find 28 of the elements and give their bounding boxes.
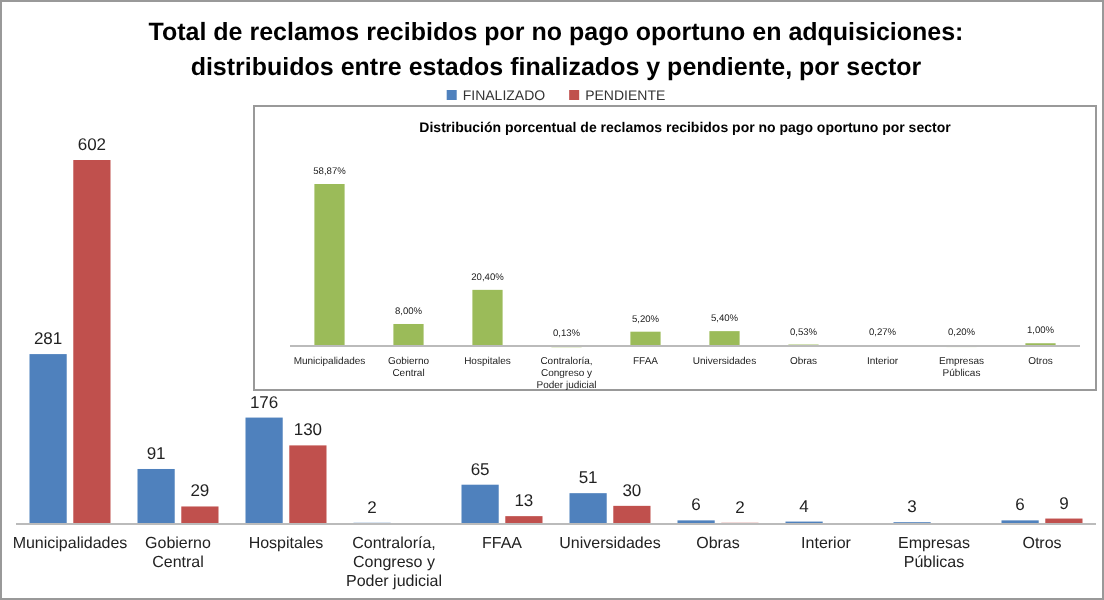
x-tick-label: Interior bbox=[801, 534, 852, 552]
x-tick-label: Empresas Públicas bbox=[897, 534, 971, 572]
data-label: 281 bbox=[33, 328, 63, 349]
data-label: 6 bbox=[691, 494, 702, 515]
data-label: 6 bbox=[1015, 494, 1026, 515]
x-tick-label: Universidades bbox=[559, 534, 661, 552]
data-label: 30 bbox=[622, 479, 642, 500]
x-tick-label: Municipalidades bbox=[12, 534, 128, 552]
data-label: 65 bbox=[470, 458, 491, 479]
data-label: 51 bbox=[578, 467, 599, 488]
data-label: 91 bbox=[146, 442, 167, 463]
data-label: 3 bbox=[907, 496, 918, 517]
data-label: 2 bbox=[367, 496, 378, 517]
data-label: 2 bbox=[735, 496, 746, 517]
data-label: 13 bbox=[514, 490, 534, 511]
data-label: 9 bbox=[1059, 492, 1070, 513]
chart-title: Total de reclamos recibidos por no pago oportuno en adquisiciones: distribuidos entre estados finalizados y pendiente, por sector bbox=[148, 18, 964, 81]
x-tick-label: Otros bbox=[1022, 534, 1062, 552]
data-label: 130 bbox=[293, 419, 323, 440]
data-label: 29 bbox=[190, 480, 210, 501]
x-tick-label: Obras bbox=[696, 534, 740, 552]
x-tick-label: Gobierno Central bbox=[145, 534, 212, 572]
x-tick-label: FFAA bbox=[481, 534, 524, 552]
data-label: 176 bbox=[249, 391, 279, 412]
data-label: 602 bbox=[77, 134, 107, 154]
x-tick-label: Hospitales bbox=[248, 534, 324, 552]
x-tick-label: Contraloría, Congreso y Poder judicial bbox=[345, 534, 443, 591]
data-label: 4 bbox=[799, 495, 810, 516]
